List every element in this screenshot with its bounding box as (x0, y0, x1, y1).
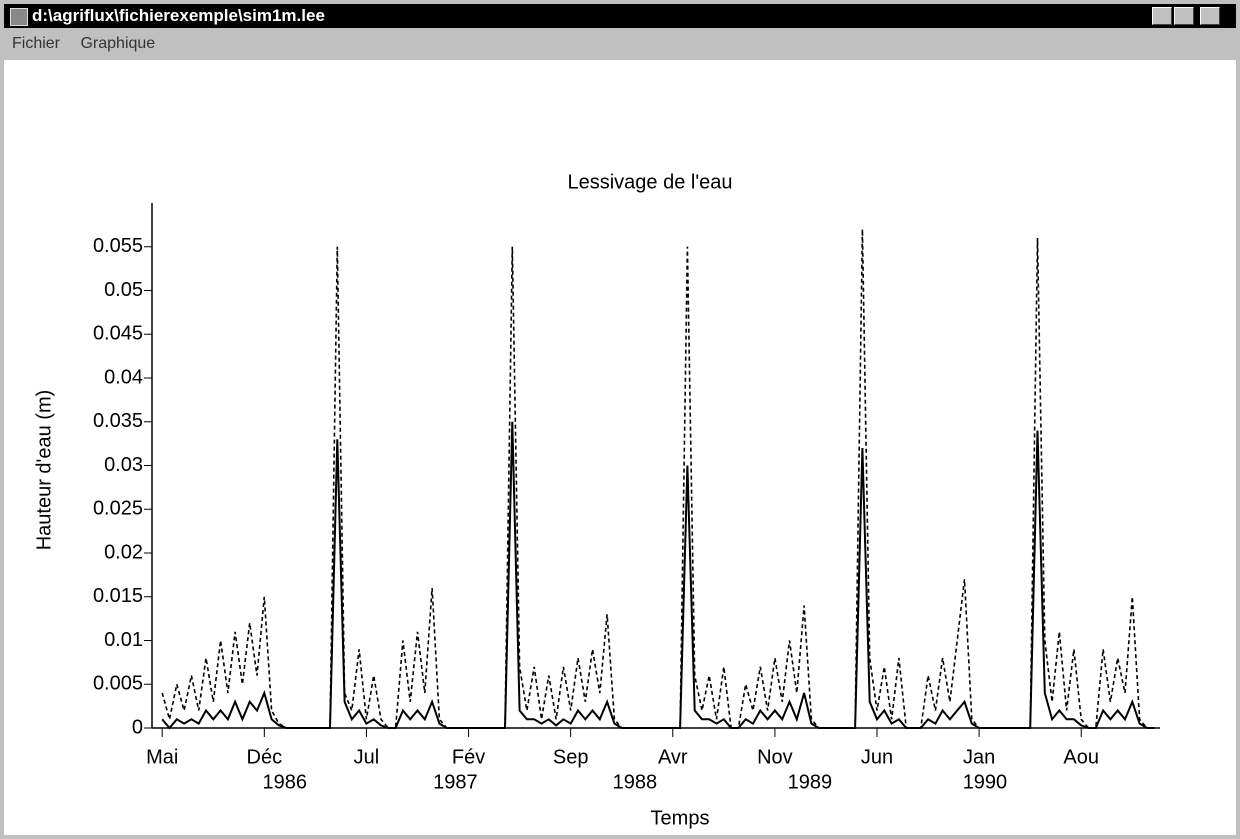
x-tick-label: Nov (757, 746, 793, 768)
close-button[interactable] (1200, 7, 1220, 25)
menu-item[interactable]: Graphique (80, 35, 156, 52)
x-tick-label: Jan (963, 746, 995, 768)
y-tick-label: 0.005 (93, 673, 143, 695)
y-tick-label: 0.035 (93, 410, 143, 432)
y-axis-label: Hauteur d'eau (m) (33, 390, 55, 551)
x-tick-label: Jul (354, 746, 380, 768)
menu-item[interactable]: Fichier (12, 35, 61, 52)
title-bar: d:\agriflux\fichierexemple\sim1m.lee (4, 4, 1236, 28)
maximize-button[interactable] (1174, 7, 1194, 25)
y-tick-label: 0 (132, 716, 143, 738)
window-title: d:\agriflux\fichierexemple\sim1m.lee (32, 6, 325, 25)
year-label: 1987 (433, 771, 478, 793)
x-tick-label: Sep (553, 746, 589, 768)
x-tick-label: Mai (146, 746, 178, 768)
year-label: 1986 (262, 771, 307, 793)
y-tick-label: 0.01 (104, 629, 143, 651)
year-label: 1988 (613, 771, 658, 793)
y-tick-label: 0.04 (104, 366, 143, 388)
app-icon (10, 8, 28, 26)
y-tick-label: 0.025 (93, 498, 143, 520)
y-tick-label: 0.015 (93, 585, 143, 607)
y-tick-label: 0.045 (93, 323, 143, 345)
chart-title: Lessivage de l'eau (567, 171, 732, 193)
minimize-button[interactable] (1152, 7, 1172, 25)
series-line (161, 421, 1155, 730)
year-label: 1990 (963, 771, 1008, 793)
x-tick-label: Avr (658, 746, 688, 768)
x-tick-label: Déc (247, 746, 283, 768)
x-tick-label: Fév (452, 746, 485, 768)
menu-bar: Fichier Graphique (4, 30, 1236, 58)
x-axis-label: Temps (651, 807, 710, 829)
series-line (161, 229, 1155, 729)
y-tick-label: 0.055 (93, 235, 143, 257)
y-tick-label: 0.03 (104, 454, 143, 476)
x-tick-label: Aou (1063, 746, 1099, 768)
year-label: 1989 (788, 771, 833, 793)
x-tick-label: Jun (861, 746, 893, 768)
y-tick-label: 0.05 (104, 279, 143, 301)
y-tick-label: 0.02 (104, 541, 143, 563)
